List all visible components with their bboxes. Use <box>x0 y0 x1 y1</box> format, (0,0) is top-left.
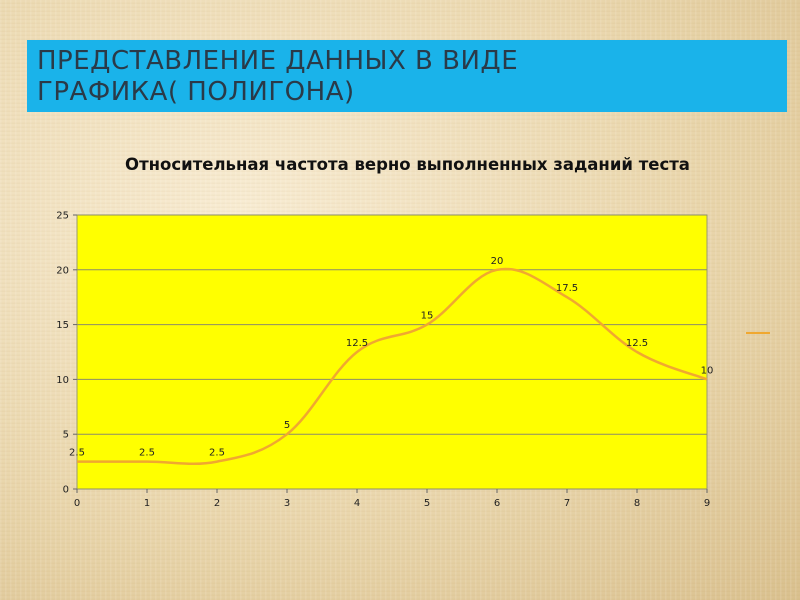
data-label: 15 <box>421 311 434 322</box>
x-tick-label: 3 <box>284 498 290 509</box>
y-tick-label: 0 <box>63 485 69 496</box>
x-tick-label: 8 <box>634 498 640 509</box>
chart-title: Относительная частота верно выполненных … <box>125 155 690 174</box>
plot-area <box>76 214 708 490</box>
y-tick-label: 10 <box>56 375 69 386</box>
x-tick-label: 6 <box>494 498 500 509</box>
series-line <box>77 267 708 466</box>
x-tick-label: 7 <box>564 498 570 509</box>
y-tick-label: 5 <box>63 430 69 441</box>
x-tick-label: 1 <box>144 498 150 509</box>
data-label: 17.5 <box>556 283 578 294</box>
y-tick-label: 20 <box>56 265 69 276</box>
data-label: 10 <box>701 365 714 376</box>
data-label: 20 <box>491 256 504 267</box>
data-label: 2.5 <box>139 448 155 459</box>
slide-title-line-1: ПРЕДСТАВЛЕНИЕ ДАННЫХ В ВИДЕ <box>37 46 519 76</box>
data-label: 5 <box>284 420 290 431</box>
x-tick-label: 4 <box>354 498 360 509</box>
x-tick-label: 0 <box>74 498 80 509</box>
x-tick-label: 9 <box>704 498 710 509</box>
data-label: 12.5 <box>346 338 368 349</box>
slide-title-line-2: ГРАФИКА( ПОЛИГОНА) <box>37 77 355 107</box>
x-tick-label: 2 <box>214 498 220 509</box>
slide-title-bar: ПРЕДСТАВЛЕНИЕ ДАННЫХ В ВИДЕ ГРАФИКА( ПОЛ… <box>27 40 787 112</box>
data-label: 12.5 <box>626 338 648 349</box>
data-label: 2.5 <box>209 448 225 459</box>
y-tick-label: 15 <box>56 320 69 331</box>
y-tick-label: 25 <box>56 211 69 222</box>
x-tick-label: 5 <box>424 498 430 509</box>
data-label: 2.5 <box>69 448 85 459</box>
